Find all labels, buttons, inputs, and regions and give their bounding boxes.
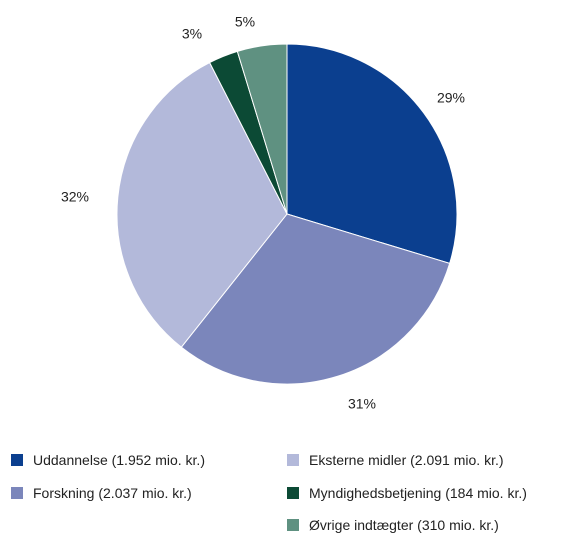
legend-item-2: Eksterne midler (2.091 mio. kr.)	[287, 452, 504, 468]
legend-swatch-3	[287, 487, 299, 499]
legend-item-3: Myndighedsbetjening (184 mio. kr.)	[287, 485, 527, 501]
percent-label-0: 29%	[437, 90, 465, 106]
legend-swatch-0	[11, 454, 23, 466]
legend-label-2: Eksterne midler (2.091 mio. kr.)	[309, 452, 504, 468]
percent-label-2: 32%	[61, 189, 89, 205]
percent-label-3: 3%	[182, 26, 202, 42]
legend-swatch-2	[287, 454, 299, 466]
pie-slice-1	[180, 213, 451, 385]
legend-label-4: Øvrige indtægter (310 mio. kr.)	[309, 517, 499, 533]
legend-label-1: Forskning (2.037 mio. kr.)	[33, 485, 192, 501]
legend-label-0: Uddannelse (1.952 mio. kr.)	[33, 452, 205, 468]
legend-item-4: Øvrige indtægter (310 mio. kr.)	[287, 517, 499, 533]
legend-label-3: Myndighedsbetjening (184 mio. kr.)	[309, 485, 527, 501]
pie-slices	[116, 43, 458, 385]
percent-labels: 29% 31% 32% 3% 5%	[61, 14, 465, 412]
legend-swatch-1	[11, 487, 23, 499]
pie-slice-2	[116, 61, 288, 348]
pie-slice-0	[286, 43, 458, 265]
percent-label-1: 31%	[348, 396, 376, 412]
legend-item-1: Forskning (2.037 mio. kr.)	[11, 485, 192, 501]
legend-swatch-4	[287, 519, 299, 531]
legend-item-0: Uddannelse (1.952 mio. kr.)	[11, 452, 205, 468]
pie-slice-4	[236, 43, 288, 215]
percent-label-4: 5%	[235, 14, 255, 30]
